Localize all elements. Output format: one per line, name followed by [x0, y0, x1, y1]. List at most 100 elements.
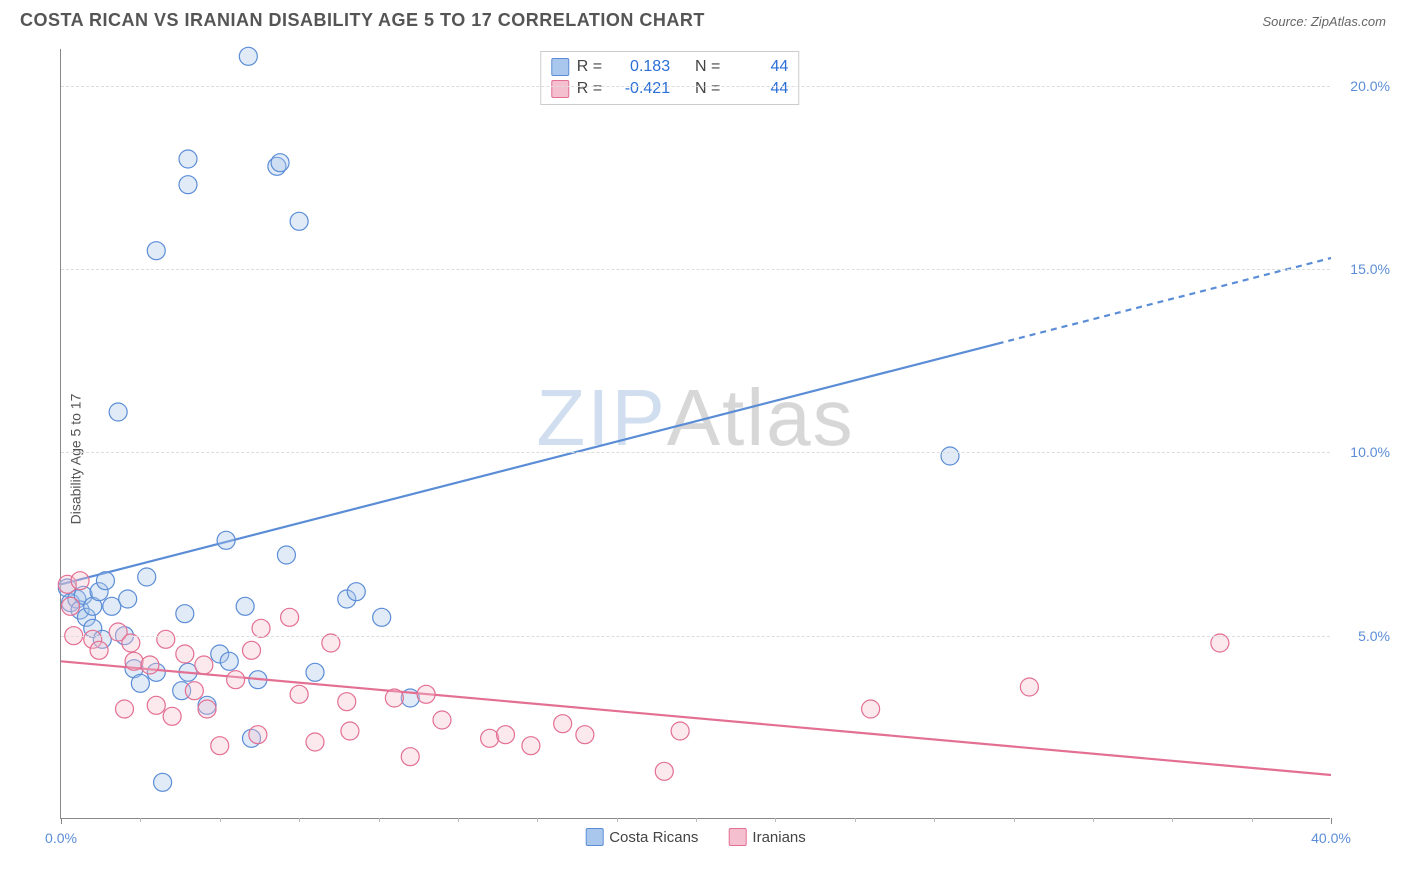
y-tick-label: 10.0% — [1350, 444, 1390, 460]
data-point[interactable] — [62, 597, 80, 615]
data-point[interactable] — [179, 176, 197, 194]
x-tick-label: 0.0% — [45, 830, 77, 846]
data-point[interactable] — [522, 737, 540, 755]
chart-title: COSTA RICAN VS IRANIAN DISABILITY AGE 5 … — [20, 10, 705, 31]
data-point[interactable] — [103, 597, 121, 615]
data-point[interactable] — [271, 154, 289, 172]
x-subtick — [775, 818, 776, 822]
data-point[interactable] — [138, 568, 156, 586]
data-point[interactable] — [71, 572, 89, 590]
data-point[interactable] — [157, 630, 175, 648]
data-point[interactable] — [90, 641, 108, 659]
legend-stats: R =0.183 N =44R =-0.421 N =44 — [540, 51, 800, 105]
trend-line — [61, 344, 998, 585]
x-subtick — [1252, 818, 1253, 822]
data-point[interactable] — [147, 696, 165, 714]
data-point[interactable] — [306, 733, 324, 751]
data-point[interactable] — [119, 590, 137, 608]
data-point[interactable] — [655, 762, 673, 780]
data-point[interactable] — [141, 656, 159, 674]
legend-item[interactable]: Costa Ricans — [585, 828, 698, 846]
data-point[interactable] — [554, 715, 572, 733]
data-point[interactable] — [109, 403, 127, 421]
x-subtick — [617, 818, 618, 822]
data-point[interactable] — [249, 726, 267, 744]
data-point[interactable] — [147, 242, 165, 260]
gridline — [61, 86, 1330, 87]
data-point[interactable] — [96, 572, 114, 590]
data-point[interactable] — [211, 737, 229, 755]
data-point[interactable] — [131, 674, 149, 692]
x-subtick — [537, 818, 538, 822]
x-subtick — [1093, 818, 1094, 822]
data-point[interactable] — [385, 689, 403, 707]
data-point[interactable] — [179, 150, 197, 168]
data-point[interactable] — [217, 531, 235, 549]
data-point[interactable] — [417, 685, 435, 703]
legend-item[interactable]: Iranians — [728, 828, 805, 846]
data-point[interactable] — [322, 634, 340, 652]
source-credit: Source: ZipAtlas.com — [1262, 14, 1386, 29]
data-point[interactable] — [176, 645, 194, 663]
legend-swatch — [551, 58, 569, 76]
data-point[interactable] — [163, 707, 181, 725]
data-point[interactable] — [1020, 678, 1038, 696]
plot-svg — [61, 49, 1331, 819]
y-tick-label: 15.0% — [1350, 261, 1390, 277]
stat-r-value: 0.183 — [610, 58, 670, 76]
stat-n-label: N = — [695, 58, 720, 76]
gridline — [61, 452, 1330, 453]
data-point[interactable] — [185, 682, 203, 700]
data-point[interactable] — [433, 711, 451, 729]
data-point[interactable] — [576, 726, 594, 744]
x-subtick — [299, 818, 300, 822]
data-point[interactable] — [195, 656, 213, 674]
data-point[interactable] — [125, 652, 143, 670]
data-point[interactable] — [239, 47, 257, 65]
data-point[interactable] — [401, 748, 419, 766]
data-point[interactable] — [220, 652, 238, 670]
data-point[interactable] — [176, 605, 194, 623]
y-tick-label: 20.0% — [1350, 78, 1390, 94]
data-point[interactable] — [671, 722, 689, 740]
data-point[interactable] — [481, 729, 499, 747]
data-point[interactable] — [497, 726, 515, 744]
data-point[interactable] — [252, 619, 270, 637]
legend-series: Costa Ricans Iranians — [585, 828, 806, 846]
data-point[interactable] — [347, 583, 365, 601]
data-point[interactable] — [227, 671, 245, 689]
data-point[interactable] — [116, 700, 134, 718]
x-subtick — [140, 818, 141, 822]
data-point[interactable] — [198, 700, 216, 718]
x-subtick — [220, 818, 221, 822]
data-point[interactable] — [277, 546, 295, 564]
x-subtick — [696, 818, 697, 822]
data-point[interactable] — [243, 641, 261, 659]
x-subtick — [379, 818, 380, 822]
source-link[interactable]: ZipAtlas.com — [1311, 14, 1386, 29]
data-point[interactable] — [1211, 634, 1229, 652]
chart-area: Disability Age 5 to 17 ZIPAtlas R =0.183… — [10, 39, 1396, 879]
data-point[interactable] — [341, 722, 359, 740]
x-subtick — [934, 818, 935, 822]
data-point[interactable] — [122, 634, 140, 652]
data-point[interactable] — [236, 597, 254, 615]
data-point[interactable] — [862, 700, 880, 718]
data-point[interactable] — [154, 773, 172, 791]
stat-n-label: N = — [695, 80, 720, 98]
data-point[interactable] — [290, 212, 308, 230]
data-point[interactable] — [941, 447, 959, 465]
data-point[interactable] — [281, 608, 299, 626]
data-point[interactable] — [306, 663, 324, 681]
gridline — [61, 636, 1330, 637]
plot-region: ZIPAtlas R =0.183 N =44R =-0.421 N =44 C… — [60, 49, 1330, 819]
data-point[interactable] — [338, 693, 356, 711]
x-tick — [1331, 818, 1332, 824]
x-tick — [61, 818, 62, 824]
data-point[interactable] — [373, 608, 391, 626]
legend-label: Costa Ricans — [609, 829, 698, 846]
legend-label: Iranians — [752, 829, 805, 846]
header: COSTA RICAN VS IRANIAN DISABILITY AGE 5 … — [10, 10, 1396, 39]
gridline — [61, 269, 1330, 270]
data-point[interactable] — [290, 685, 308, 703]
